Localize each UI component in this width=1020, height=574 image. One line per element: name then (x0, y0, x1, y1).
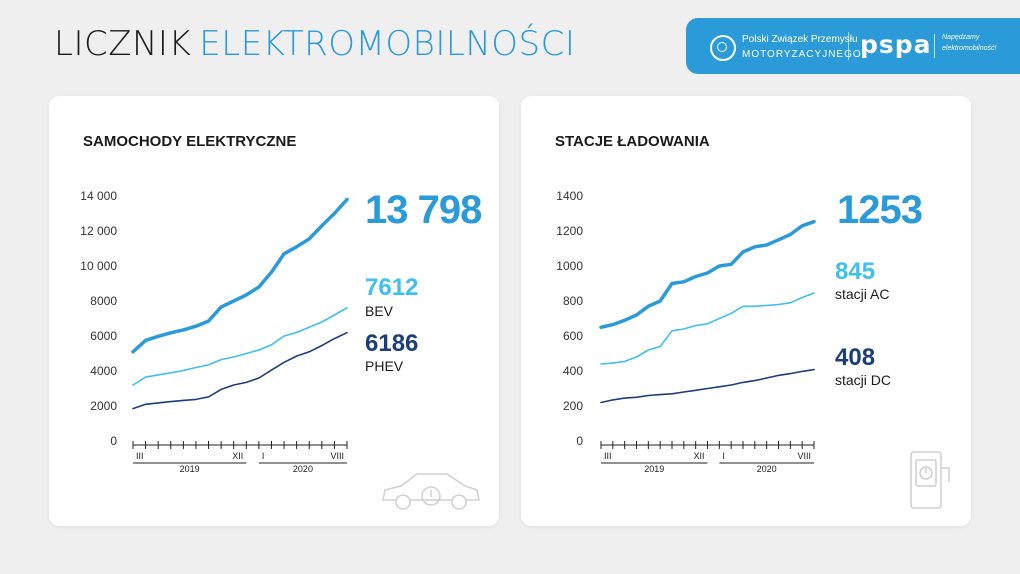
x-tick-label: III (136, 451, 144, 461)
year-label: 2020 (757, 464, 777, 474)
y-tick-label: 6000 (90, 329, 117, 343)
x-tick-label: XII (232, 451, 243, 461)
y-tick-label: 0 (110, 434, 117, 448)
y-tick-label: 0 (576, 434, 583, 448)
page-title-part1: LICZNIK (54, 24, 192, 64)
y-tick-label: 2000 (90, 399, 117, 413)
org1-name-line1: Polski Związek Przemysłu (742, 34, 858, 45)
stations-ac-label: stacji AC (835, 286, 890, 302)
stations-chart: 0 200 400 600 800 1000 1200 1400 III XII I VIII 2019… (556, 189, 816, 474)
cars-card-title: SAMOCHODY ELEKTRYCZNE (83, 133, 297, 150)
page-title: LICZNIK ELEKTROMOBILNOŚCI (54, 24, 575, 64)
x-tick-label: I (262, 451, 265, 461)
year-label: 2020 (293, 464, 313, 474)
series-line (132, 307, 348, 386)
y-tick-label: 4000 (90, 364, 117, 378)
y-tick-label: 400 (563, 364, 583, 378)
y-tick-label: 8000 (90, 294, 117, 308)
y-tick-label: 1000 (556, 259, 583, 273)
org1-name-line2: MOTORYZACYJNEGO (742, 49, 862, 60)
banner-divider-2 (934, 34, 935, 58)
x-tick-label: VIII (330, 451, 344, 461)
stations-ac-value: 845 (835, 258, 876, 285)
series-line (132, 331, 348, 410)
y-tick-label: 10 000 (80, 259, 117, 273)
stations-card-title: STACJE ŁADOWANIA (555, 133, 710, 150)
page-title-part2: ELEKTROMOBILNOŚCI (199, 24, 576, 64)
charger-icon (910, 451, 950, 509)
stations-dc-value: 408 (835, 344, 876, 371)
stations-total: 1253 (837, 188, 923, 232)
cars-total: 13 798 (365, 188, 482, 232)
y-tick-label: 800 (563, 294, 583, 308)
y-tick-label: 1200 (556, 224, 583, 238)
pzpm-logo-icon (710, 35, 736, 61)
series-line (131, 197, 349, 354)
y-tick-label: 12 000 (80, 224, 117, 238)
year-label: 2019 (644, 464, 664, 474)
x-tick-label: VIII (797, 451, 811, 461)
stations-dc-label: stacji DC (835, 372, 892, 388)
series-line (600, 292, 815, 365)
car-icon (382, 473, 480, 510)
x-tick-label: I (722, 451, 725, 461)
x-tick-label: III (604, 451, 612, 461)
y-tick-label: 200 (563, 399, 583, 413)
banner-divider (848, 32, 849, 60)
series-line (600, 368, 815, 404)
y-tick-label: 1400 (556, 189, 583, 203)
y-tick-label: 600 (563, 329, 583, 343)
cars-bev-label: BEV (365, 303, 394, 319)
cars-bev-value: 7612 (365, 274, 419, 301)
cars-chart: 0 2000 4000 6000 8000 10 000 12 000 14 000 III XI… (80, 189, 349, 474)
cars-phev-value: 6186 (365, 330, 419, 357)
partner-banner: Polski Związek Przemysłu MOTORYZACYJNEGO… (686, 18, 1020, 74)
org2-tagline-line2: elektromobilność! (942, 45, 997, 52)
org2-logo: pspa (860, 30, 932, 59)
stations-card: STACJE ŁADOWANIA 0 200 400 600 800 1000 1200 14… (521, 96, 971, 526)
y-tick-label: 14 000 (80, 189, 117, 203)
org2-tagline-line1: Napędzamy (942, 34, 980, 41)
year-label: 2019 (180, 464, 200, 474)
cars-card: SAMOCHODY ELEKTRYCZNE 0 2000 4000 6000 8000 1… (49, 96, 499, 526)
series-line (599, 219, 816, 330)
cars-phev-label: PHEV (365, 358, 404, 374)
x-tick-label: XII (693, 451, 704, 461)
